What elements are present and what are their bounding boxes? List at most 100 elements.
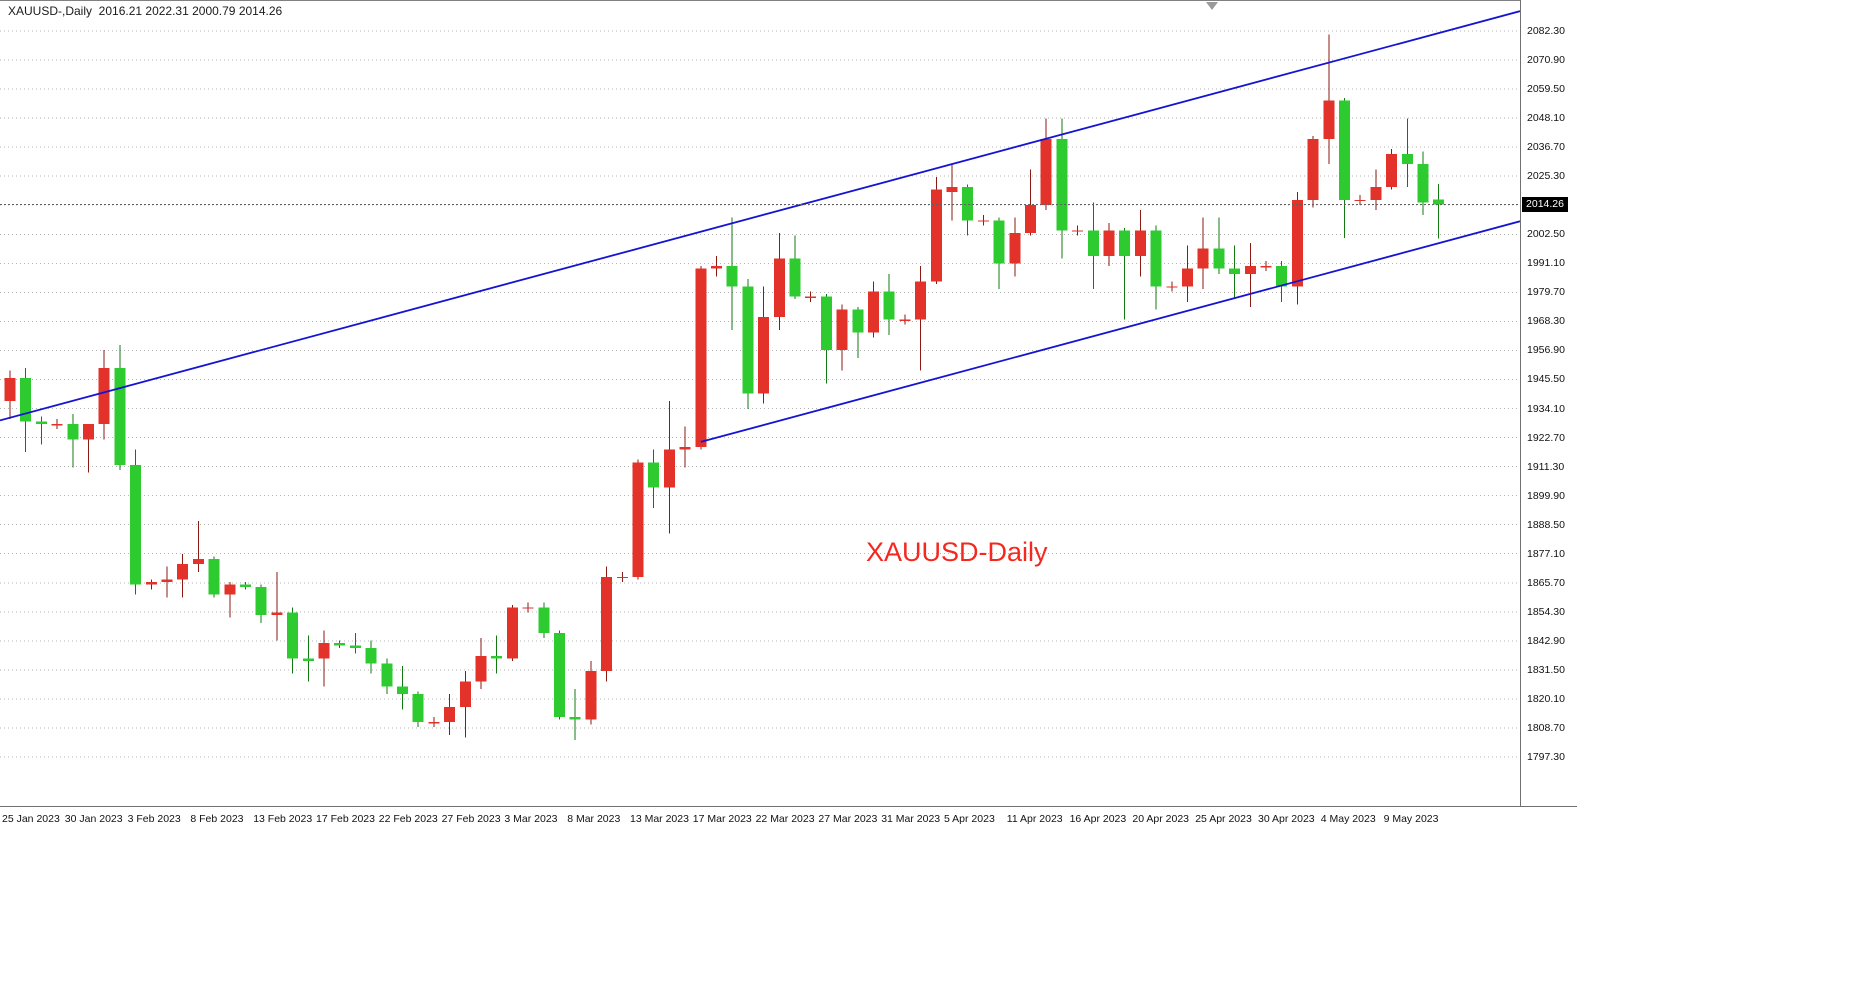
price-axis-label: 1956.90 xyxy=(1527,344,1565,357)
price-axis-label: 1808.70 xyxy=(1527,721,1565,734)
price-axis-label: 1865.70 xyxy=(1527,576,1565,589)
price-axis-label: 1968.30 xyxy=(1527,315,1565,328)
candle-body xyxy=(1119,230,1131,256)
price-axis-label: 1842.90 xyxy=(1527,634,1565,647)
candle-body xyxy=(1056,138,1068,231)
time-axis-label: 27 Feb 2023 xyxy=(441,813,501,825)
candle-body xyxy=(51,424,63,426)
price-axis-label: 1899.90 xyxy=(1527,489,1565,502)
candle-body xyxy=(98,368,110,425)
candle-body xyxy=(1229,268,1241,274)
candle-body xyxy=(522,607,534,609)
candle-body xyxy=(177,564,189,580)
candle-body xyxy=(601,576,613,672)
candle-body xyxy=(145,581,157,585)
candle-body xyxy=(491,655,503,659)
candle-body xyxy=(459,681,471,707)
candle-body xyxy=(349,645,361,649)
chart-plot-area[interactable]: XAUUSD-,Daily 2016.21 2022.31 2000.79 20… xyxy=(0,0,1520,806)
time-axis-label: 3 Mar 2023 xyxy=(504,813,558,825)
chart-text-label[interactable]: XAUUSD-Daily xyxy=(866,537,1048,567)
candle-body xyxy=(412,694,424,723)
candle-body xyxy=(428,722,440,724)
candle-body xyxy=(1025,204,1036,234)
price-axis-label: 1979.70 xyxy=(1527,286,1565,299)
price-axis-label: 1831.50 xyxy=(1527,663,1565,676)
candle-body xyxy=(1386,154,1398,188)
candle-body xyxy=(805,296,817,298)
candle-body xyxy=(318,643,330,659)
candle-body xyxy=(397,686,408,695)
candle-body xyxy=(868,291,879,333)
candle-body xyxy=(161,579,173,582)
window-top-border xyxy=(0,0,1576,1)
price-axis-label: 1888.50 xyxy=(1527,518,1565,531)
candle-body xyxy=(977,220,989,222)
candle-body xyxy=(585,671,597,720)
chart-shift-marker[interactable] xyxy=(1206,2,1218,10)
candle-body xyxy=(1150,230,1162,287)
price-axis-label: 1877.10 xyxy=(1527,547,1565,560)
candle-body xyxy=(1323,100,1335,139)
candle-body xyxy=(554,632,565,718)
time-axis-label: 25 Jan 2023 xyxy=(2,813,60,825)
time-axis-label: 30 Apr 2023 xyxy=(1258,813,1315,825)
time-axis-label: 13 Mar 2023 xyxy=(630,813,689,825)
candlestick-chart[interactable] xyxy=(0,0,1520,806)
candle-body xyxy=(569,717,581,720)
candle-body xyxy=(334,643,346,646)
price-axis-label: 1922.70 xyxy=(1527,431,1565,444)
time-axis-label: 5 Apr 2023 xyxy=(944,813,995,825)
price-axis: 2014.26 2082.30 2070.90 2059.50 2048.10 2036… xyxy=(1520,0,1577,806)
candle-body xyxy=(538,607,550,633)
time-axis-label: 17 Mar 2023 xyxy=(692,813,752,825)
time-axis-label: 4 May 2023 xyxy=(1320,813,1376,825)
candle-body xyxy=(1072,230,1084,232)
channel-upper-trendline[interactable] xyxy=(0,10,1520,422)
candle-body xyxy=(83,424,94,440)
time-axis-label: 8 Mar 2023 xyxy=(567,813,621,825)
time-axis-label: 16 Apr 2023 xyxy=(1069,813,1127,825)
candle-body xyxy=(993,220,1005,264)
candle-body xyxy=(1339,100,1350,200)
time-axis-label: 17 Feb 2023 xyxy=(316,813,375,825)
candle-body xyxy=(1009,233,1021,264)
time-axis-label: 13 Feb 2023 xyxy=(253,813,313,825)
time-axis: 25 Jan 2023 30 Jan 2023 3 Feb 2023 8 Feb 20… xyxy=(0,806,1577,833)
candle-body xyxy=(695,268,707,447)
time-axis-label: 31 Mar 2023 xyxy=(881,813,941,825)
candle-body xyxy=(1354,199,1366,202)
current-price-tag: 2014.26 xyxy=(1522,196,1568,212)
candle-body xyxy=(67,424,79,440)
candle-body xyxy=(20,378,32,422)
candle-body xyxy=(287,612,299,659)
price-axis-label: 1854.30 xyxy=(1527,605,1565,618)
candle-body xyxy=(773,258,785,318)
candle-body xyxy=(1103,230,1115,256)
candle-body xyxy=(1166,286,1178,288)
candle-body xyxy=(381,663,393,687)
time-axis-label: 20 Apr 2023 xyxy=(1132,813,1190,825)
price-axis-label: 2025.30 xyxy=(1527,170,1565,183)
candle-body xyxy=(742,286,754,394)
candle-body xyxy=(35,421,47,425)
price-axis-label: 1991.10 xyxy=(1527,257,1565,270)
time-axis-label: 8 Feb 2023 xyxy=(190,813,244,825)
time-axis-label: 25 Apr 2023 xyxy=(1195,813,1252,825)
candle-body xyxy=(758,317,770,394)
candle-body xyxy=(663,449,675,488)
candle-body xyxy=(648,462,660,488)
candle-body xyxy=(1244,266,1256,274)
candle-body xyxy=(1087,230,1099,256)
candle-body xyxy=(302,658,314,661)
candle-body xyxy=(616,576,628,579)
candle-body xyxy=(632,462,644,577)
candle-body xyxy=(4,378,16,402)
candle-body xyxy=(899,319,911,321)
channel-lower-trendline[interactable] xyxy=(700,220,1520,443)
price-axis-label: 1911.30 xyxy=(1527,460,1565,473)
chart-title-ohlc: XAUUSD-,Daily 2016.21 2022.31 2000.79 20… xyxy=(8,4,283,18)
candle-body xyxy=(192,559,204,565)
candle-body xyxy=(946,187,958,193)
price-axis-label: 2059.50 xyxy=(1527,83,1565,96)
